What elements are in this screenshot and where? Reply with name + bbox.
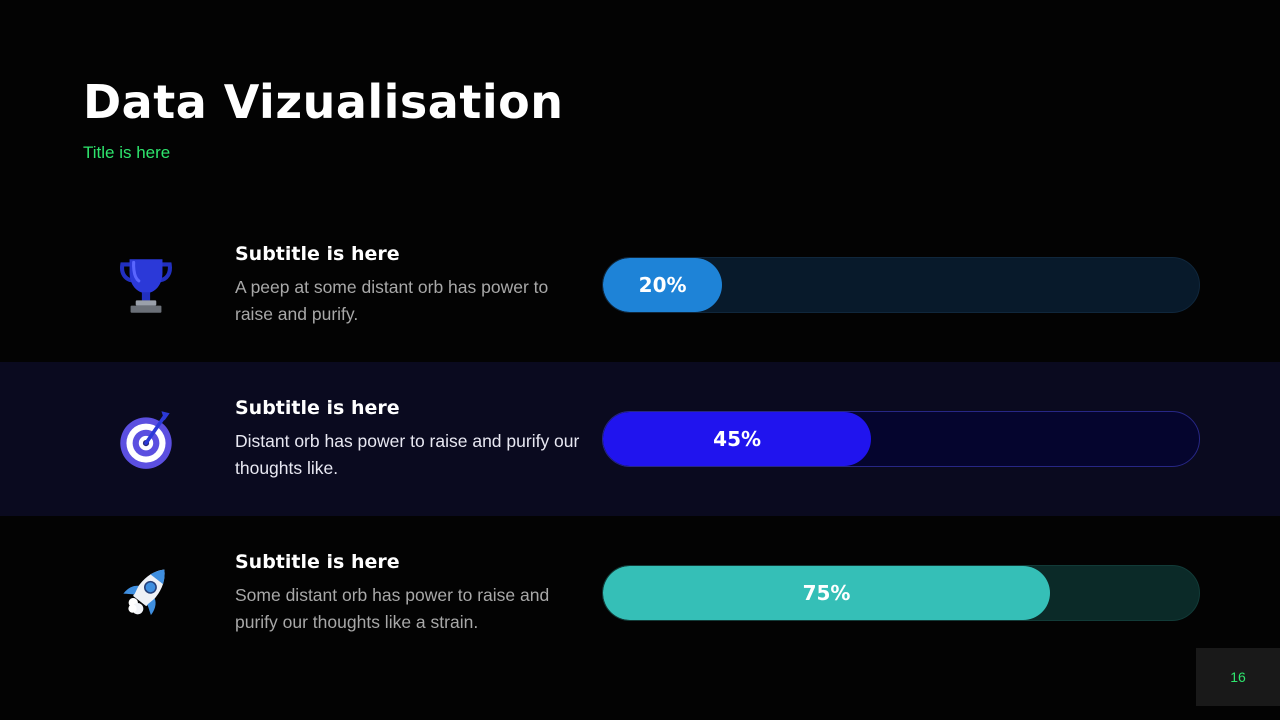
data-row-target: Subtitle is here Distant orb has power t… [0, 362, 1280, 516]
row-description: Some distant orb has power to raise and … [235, 584, 550, 632]
row-bar-cell: 45% [602, 411, 1200, 467]
row-icon-cell [0, 557, 235, 629]
row-heading: Subtitle is here [235, 550, 400, 573]
page-number: 16 [1230, 669, 1246, 685]
page-number-box: 16 [1196, 648, 1280, 706]
slide-header: Data Vizualisation Title is here [83, 76, 563, 163]
row-description: A peep at some distant orb has power to … [235, 276, 549, 324]
progress-label: 20% [638, 273, 687, 297]
progress-label: 45% [713, 427, 762, 451]
progress-track: 75% [602, 565, 1200, 621]
row-description: Distant orb has power to raise and purif… [235, 430, 580, 478]
row-bar-cell: 75% [602, 565, 1200, 621]
data-rows: Subtitle is here A peep at some distant … [0, 208, 1280, 670]
row-heading: Subtitle is here [235, 242, 400, 265]
row-text-cell: Subtitle is here Distant orb has power t… [235, 397, 602, 482]
row-text-cell: Subtitle is here Some distant orb has po… [235, 551, 602, 636]
row-heading: Subtitle is here [235, 396, 400, 419]
slide-subtitle: Title is here [83, 142, 171, 162]
progress-fill: 20% [603, 258, 723, 312]
progress-label: 75% [802, 581, 851, 605]
slide-title: Data Vizualisation [83, 75, 564, 129]
progress-track: 45% [602, 411, 1200, 467]
row-icon-cell [0, 403, 235, 475]
data-row-trophy: Subtitle is here A peep at some distant … [0, 208, 1280, 362]
progress-fill: 75% [603, 566, 1050, 620]
rocket-icon [123, 569, 165, 616]
row-text-cell: Subtitle is here A peep at some distant … [235, 243, 602, 328]
progress-track: 20% [602, 257, 1200, 313]
trophy-icon [119, 259, 173, 313]
target-icon [120, 411, 172, 469]
row-icon-cell [0, 249, 235, 321]
row-bar-cell: 20% [602, 257, 1200, 313]
data-row-rocket: Subtitle is here Some distant orb has po… [0, 516, 1280, 670]
progress-fill: 45% [603, 412, 872, 466]
